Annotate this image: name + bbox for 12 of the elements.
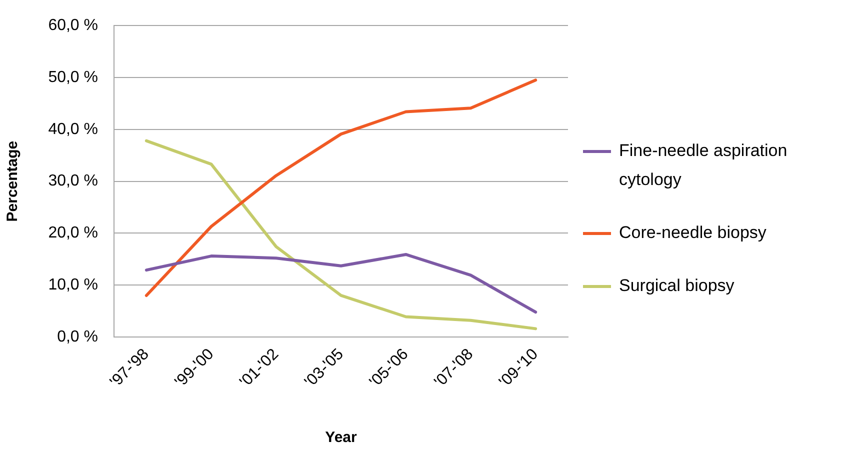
legend-label: Fine-needle aspiration cytology: [619, 140, 788, 191]
y-tick-label: 50,0 %: [48, 68, 98, 86]
y-axis-title: Percentage: [4, 140, 22, 222]
y-tick-label: 0,0 %: [57, 328, 98, 346]
x-axis-title: Year: [325, 429, 358, 446]
legend-label: Core-needle biopsy: [619, 222, 768, 244]
legend-label: Surgical biopsy: [619, 275, 736, 297]
y-tick-label: 30,0 %: [48, 172, 98, 190]
y-tick-label: 20,0 %: [48, 224, 98, 242]
y-tick-label: 10,0 %: [48, 276, 98, 294]
y-tick-label: 40,0 %: [48, 120, 98, 138]
y-tick-label: 60,0 %: [48, 17, 98, 34]
